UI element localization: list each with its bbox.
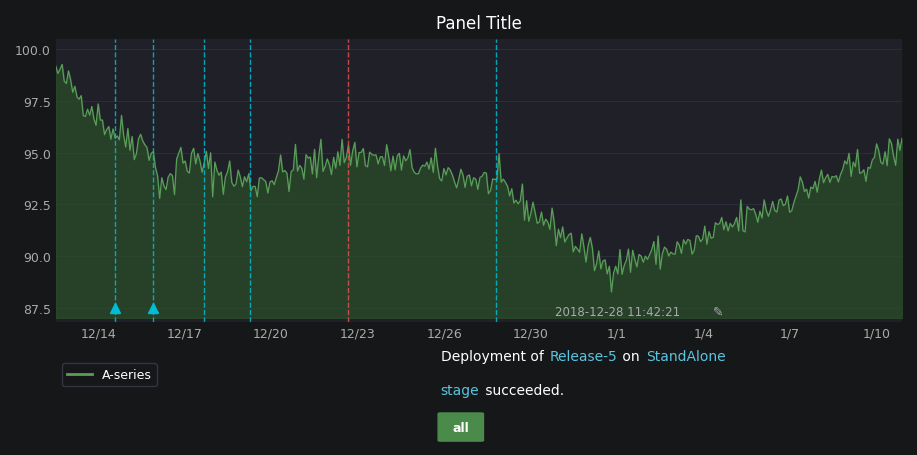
Text: Deployment of: Deployment of <box>440 350 547 364</box>
Text: all: all <box>452 420 470 434</box>
Text: ✎: ✎ <box>713 305 724 318</box>
FancyBboxPatch shape <box>437 412 484 442</box>
Text: on: on <box>618 350 645 364</box>
Text: stage: stage <box>440 383 480 397</box>
Text: 2018-12-28 11:42:21: 2018-12-28 11:42:21 <box>556 305 680 318</box>
Text: Release-5: Release-5 <box>549 350 617 364</box>
Text: StandAlone: StandAlone <box>646 350 726 364</box>
Title: Panel Title: Panel Title <box>436 15 522 33</box>
Text: succeeded.: succeeded. <box>481 383 564 397</box>
Legend: A-series: A-series <box>62 364 157 387</box>
